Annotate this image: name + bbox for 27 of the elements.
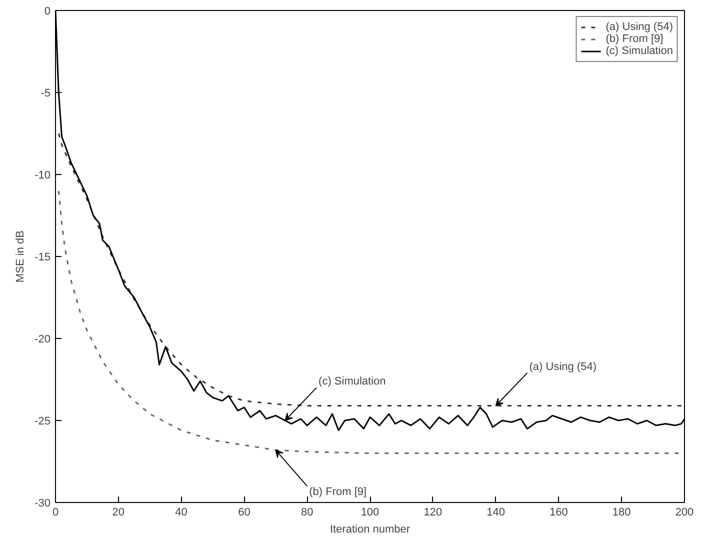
annotation: (c) Simulation: [318, 376, 386, 388]
y-axis-title: MSE in dB: [14, 230, 27, 282]
x-tick-label: 0: [52, 506, 59, 518]
y-tick-label: -30: [34, 498, 51, 510]
annotation: (a) Using (54): [529, 360, 596, 373]
x-tick-label: 100: [360, 506, 380, 518]
x-tick-label: 160: [550, 506, 568, 518]
legend-label: (a) Using (54): [606, 21, 673, 33]
legend-label: (c) Simulation: [606, 45, 673, 57]
y-tick-label: -20: [34, 334, 51, 346]
y-tick-label: -15: [34, 252, 51, 264]
x-tick-label: 80: [300, 506, 314, 518]
x-tick-label: 200: [675, 506, 694, 518]
y-tick-label: 0: [44, 6, 51, 18]
x-tick-label: 140: [486, 506, 505, 518]
x-tick-label: 120: [424, 506, 442, 518]
x-tick-label: 180: [612, 506, 631, 518]
x-tick-label: 40: [175, 506, 188, 518]
x-tick-label: 20: [112, 506, 125, 518]
y-tick-label: -5: [40, 88, 50, 100]
annotation: (b) From [9]: [309, 486, 367, 498]
y-tick-label: -25: [34, 416, 51, 428]
x-tick-label: 60: [238, 506, 250, 518]
x-axis-title: Iteration number: [330, 524, 410, 536]
line-series: [58, 132, 684, 406]
y-tick-label: -10: [34, 170, 51, 182]
legend-label: (b) From [9]: [606, 33, 664, 45]
